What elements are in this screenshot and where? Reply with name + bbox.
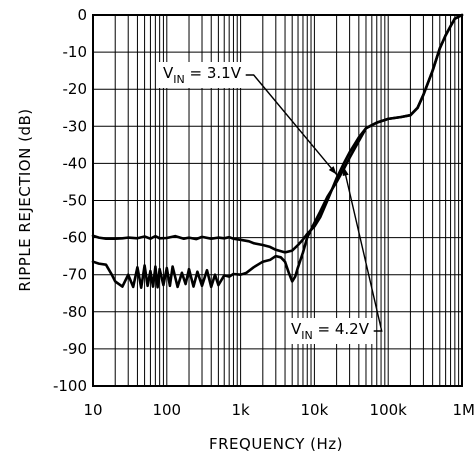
y-axis-label: RIPPLE REJECTION (dB)	[16, 108, 34, 291]
grid-lines	[92, 14, 462, 387]
x-tick-label: 10k	[301, 401, 329, 419]
y-tick-label: 0	[77, 6, 87, 24]
annotation-vin-4-2v-subscript: IN	[301, 329, 312, 342]
y-tick-labels: 0 -10 -20 -30 -40 -50 -60 -70 -80 -90 -100	[53, 6, 87, 395]
series-line-vin-3-1v	[91, 13, 464, 254]
y-tick-label: -30	[63, 117, 88, 135]
annotation-vin-3-1v-main: V	[163, 64, 174, 82]
plot-frame	[92, 14, 463, 387]
data-series	[91, 13, 464, 290]
annotation-vin-4-2v: VIN = 4.2V	[287, 318, 374, 344]
x-tick-label: 1k	[231, 401, 250, 419]
annotation-vin-3-1v: VIN = 3.1V	[159, 62, 246, 88]
annotation-vin-3-1v-subscript: IN	[173, 73, 184, 86]
annotation-vin-4-2v-rest: = 4.2V	[313, 320, 370, 338]
y-tick-label: -20	[63, 80, 88, 98]
annotation-leader-line	[243, 74, 338, 175]
annotation-vin-4-2v-background	[287, 318, 374, 344]
series-line-vin-4-2v	[91, 13, 464, 290]
annotation-leader-line	[343, 166, 383, 332]
y-tick-label: -40	[63, 154, 88, 172]
y-tick-label: -100	[53, 377, 87, 395]
annotation-arrowhead	[342, 167, 349, 176]
annotation-vin-4-2v-text: VIN = 4.2V	[291, 320, 370, 342]
annotation-vin-4-2v-main: V	[291, 320, 302, 338]
x-axis-label: FREQUENCY (Hz)	[209, 435, 343, 453]
x-tick-label: 100k	[370, 401, 408, 419]
y-tick-label: -70	[63, 266, 88, 284]
annotation-leaders	[243, 74, 383, 332]
y-tick-label: -10	[63, 43, 88, 61]
y-tick-label: -80	[63, 303, 88, 321]
annotation-vin-3-1v-background	[159, 62, 246, 88]
annotation-vin-3-1v-text: VIN = 3.1V	[163, 64, 242, 86]
x-tick-label: 100	[152, 401, 181, 419]
y-tick-label: -50	[63, 192, 88, 210]
annotation-vin-3-1v-rest: = 3.1V	[185, 64, 242, 82]
y-tick-label: -90	[63, 340, 88, 358]
y-tick-label: -60	[63, 229, 88, 247]
x-tick-label: 1M	[453, 401, 476, 419]
x-tick-label: 10	[83, 401, 102, 419]
annotation-arrowhead	[328, 166, 337, 175]
x-tick-labels: 10 100 1k 10k 100k 1M	[83, 401, 475, 419]
